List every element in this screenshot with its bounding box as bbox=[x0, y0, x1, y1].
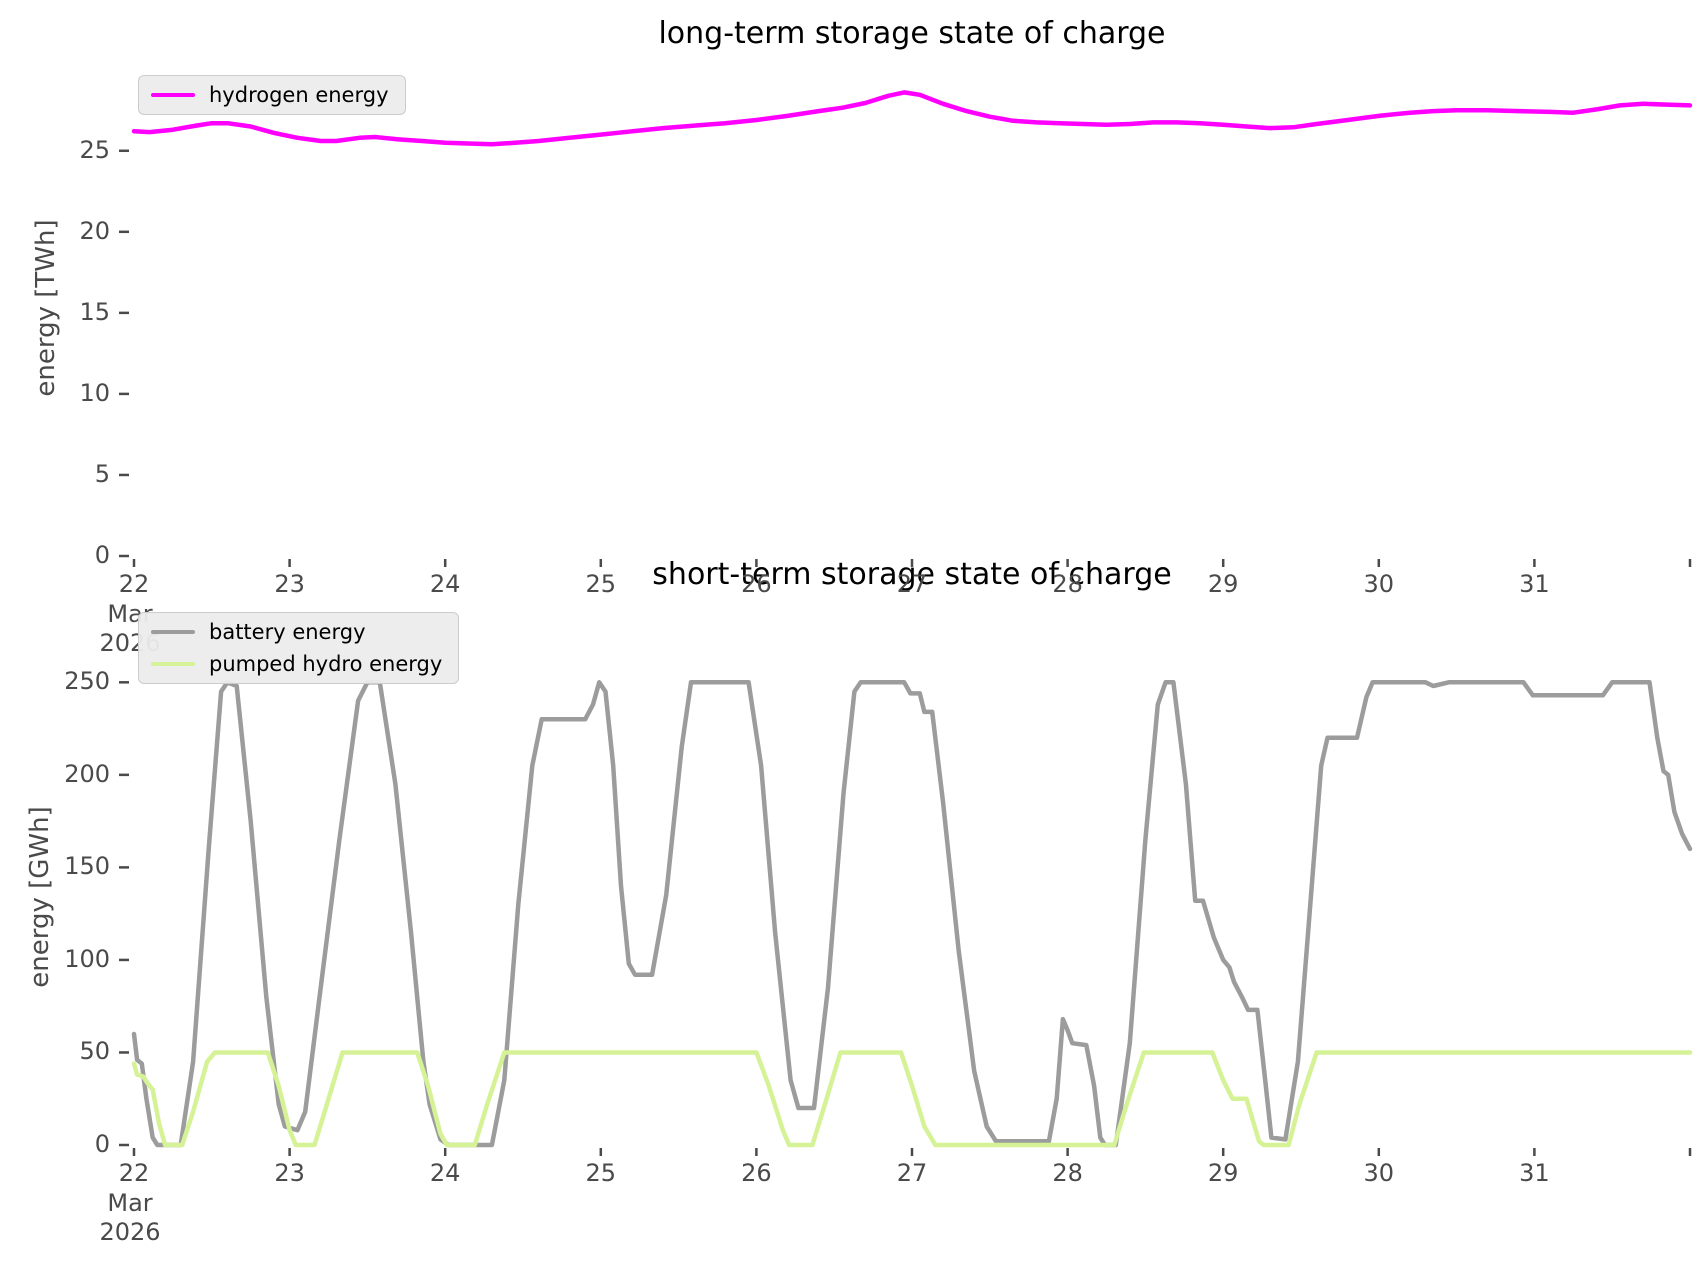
y-tick-label: 20 bbox=[79, 216, 110, 245]
legend-item: battery energy bbox=[151, 620, 442, 644]
y-tick-label: 50 bbox=[79, 1037, 110, 1066]
x-tick-label: 28 bbox=[1052, 1159, 1083, 1187]
legend-item: hydrogen energy bbox=[151, 83, 389, 107]
chart-title-long-term: long-term storage state of charge bbox=[658, 16, 1166, 51]
x-tick-label: 22 bbox=[118, 570, 150, 598]
x-tick-label: 30 bbox=[1363, 570, 1395, 598]
x-tick-label: 24 bbox=[429, 1159, 461, 1187]
hydrogen-energy-line bbox=[131, 90, 1693, 147]
y-tick-label: 25 bbox=[79, 135, 110, 164]
x-tick-label: 23 bbox=[274, 1159, 305, 1187]
x-tick-label: 27 bbox=[896, 570, 928, 598]
chart-title-short-term: short-term storage state of charge bbox=[652, 557, 1172, 592]
legend-long-term: hydrogen energy bbox=[138, 75, 406, 115]
legend-line-sample bbox=[151, 92, 195, 98]
legend-label: battery energy bbox=[209, 620, 366, 644]
x-tick-label: 31 bbox=[1519, 570, 1550, 598]
x-tick-label: 25 bbox=[585, 570, 617, 598]
x-tick-label: 22 bbox=[118, 1159, 150, 1187]
x-tick-label: 26 bbox=[741, 570, 772, 598]
legend-short-term: battery energy pumped hydro energy bbox=[138, 612, 460, 684]
pumped-hydro-energy-line bbox=[131, 1050, 1693, 1148]
y-tick-label: 0 bbox=[94, 541, 110, 569]
y-tick-label: 100 bbox=[64, 944, 110, 973]
x-tick-label: 25 bbox=[585, 1159, 617, 1187]
x-tick-label: 26 bbox=[741, 1159, 772, 1187]
x-tick-label: 23 bbox=[274, 570, 305, 598]
legend-label: pumped hydro energy bbox=[209, 652, 443, 676]
x-tick-label: 28 bbox=[1052, 570, 1083, 598]
y-tick-label: 15 bbox=[79, 297, 110, 326]
legend-label: hydrogen energy bbox=[209, 83, 389, 107]
legend-line-sample bbox=[151, 629, 195, 635]
legend-line-sample bbox=[151, 661, 195, 667]
y-tick-label: 5 bbox=[94, 459, 110, 488]
legend-item: pumped hydro energy bbox=[151, 652, 442, 676]
x-tick-label: 30 bbox=[1363, 1159, 1395, 1187]
x-tick-label: 29 bbox=[1207, 1159, 1239, 1187]
x-tick-sublabel: 2026 bbox=[99, 1218, 161, 1246]
y-tick-label: 150 bbox=[64, 852, 110, 881]
battery-energy-line bbox=[131, 680, 1693, 1148]
y-tick-label: 200 bbox=[64, 759, 110, 788]
x-tick-label: 29 bbox=[1207, 570, 1239, 598]
y-tick-label: 10 bbox=[79, 378, 110, 407]
y-tick-label: 0 bbox=[94, 1130, 110, 1158]
x-tick-label: 24 bbox=[429, 570, 461, 598]
y-tick-label: 250 bbox=[64, 667, 110, 696]
x-tick-sublabel: Mar bbox=[107, 1189, 153, 1217]
x-tick-label: 27 bbox=[896, 1159, 928, 1187]
x-tick-label: 31 bbox=[1519, 1159, 1550, 1187]
